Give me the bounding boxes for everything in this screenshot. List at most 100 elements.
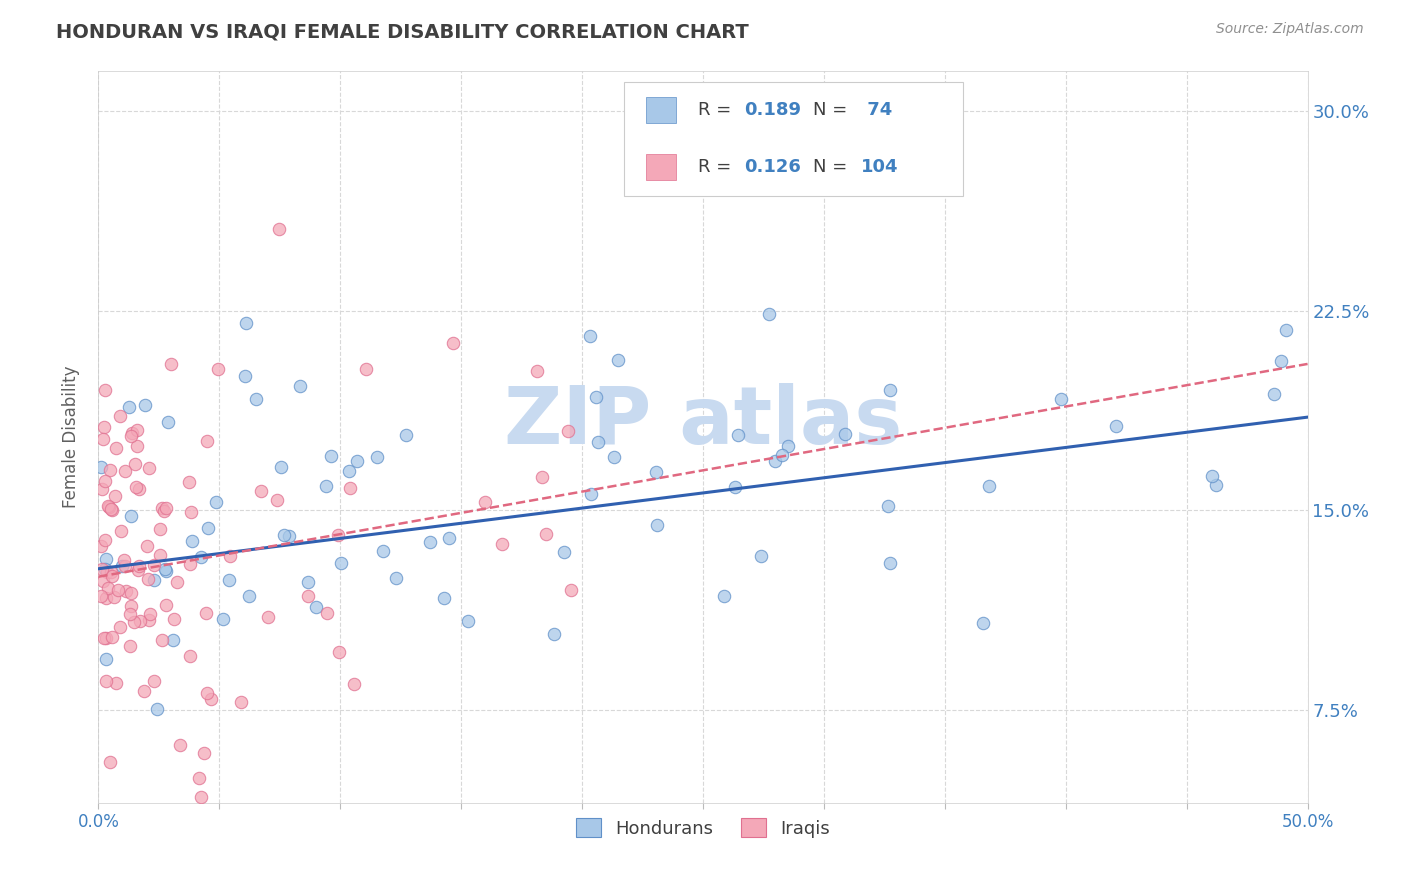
Point bbox=[834, 427, 856, 442]
Point bbox=[93, 420, 115, 434]
Point bbox=[297, 575, 319, 590]
Point bbox=[107, 582, 129, 597]
Point bbox=[150, 501, 173, 516]
Point bbox=[136, 572, 159, 586]
Point bbox=[169, 738, 191, 752]
Point bbox=[713, 589, 735, 603]
Point bbox=[879, 557, 901, 571]
Point bbox=[419, 534, 441, 549]
Point bbox=[297, 589, 319, 603]
Point bbox=[138, 613, 160, 627]
Point bbox=[315, 479, 337, 493]
Point bbox=[96, 566, 118, 580]
Point bbox=[586, 435, 609, 450]
Point bbox=[181, 533, 204, 548]
Point bbox=[645, 518, 668, 533]
Point bbox=[758, 307, 780, 321]
Point bbox=[193, 746, 215, 760]
Point bbox=[1105, 419, 1128, 434]
Y-axis label: Female Disability: Female Disability bbox=[62, 366, 80, 508]
Point bbox=[100, 755, 122, 769]
Point bbox=[190, 790, 212, 805]
Point bbox=[238, 590, 260, 604]
Point bbox=[534, 527, 557, 541]
Point bbox=[337, 465, 360, 479]
Point bbox=[235, 317, 257, 331]
Point bbox=[125, 480, 148, 494]
Point bbox=[207, 362, 229, 376]
Point bbox=[778, 439, 800, 453]
Point bbox=[100, 565, 122, 579]
Point bbox=[162, 632, 184, 647]
Point bbox=[90, 459, 112, 474]
Point bbox=[972, 616, 994, 631]
Text: 0.189: 0.189 bbox=[744, 101, 801, 119]
Point bbox=[1275, 323, 1298, 337]
Point bbox=[97, 581, 120, 595]
Point bbox=[269, 221, 291, 235]
Point bbox=[129, 615, 152, 629]
Point bbox=[128, 558, 150, 573]
Point bbox=[134, 398, 156, 412]
Point bbox=[195, 686, 218, 700]
Point bbox=[101, 631, 124, 645]
Point bbox=[97, 500, 120, 515]
Point bbox=[153, 503, 176, 517]
Point bbox=[91, 432, 114, 446]
Point bbox=[94, 673, 117, 688]
Point bbox=[94, 551, 117, 566]
Point bbox=[108, 409, 131, 424]
Point bbox=[104, 489, 127, 503]
Point bbox=[110, 524, 132, 538]
FancyBboxPatch shape bbox=[647, 154, 676, 179]
Point bbox=[104, 676, 127, 690]
Point bbox=[104, 441, 127, 455]
Point bbox=[94, 533, 117, 547]
Text: 0.126: 0.126 bbox=[744, 158, 801, 176]
Point bbox=[90, 539, 112, 553]
Point bbox=[149, 522, 172, 536]
Point bbox=[319, 449, 342, 463]
Point bbox=[579, 487, 602, 501]
Point bbox=[118, 639, 141, 653]
Point bbox=[763, 454, 786, 468]
Point bbox=[91, 574, 114, 588]
Point bbox=[1050, 392, 1073, 406]
Point bbox=[526, 364, 548, 378]
Point bbox=[385, 571, 408, 585]
Point bbox=[233, 368, 256, 383]
Point bbox=[143, 558, 166, 572]
Point bbox=[328, 644, 350, 658]
Point bbox=[433, 591, 456, 605]
Point bbox=[200, 691, 222, 706]
Point bbox=[100, 568, 122, 582]
Point bbox=[316, 606, 339, 620]
Point bbox=[159, 357, 181, 371]
Point bbox=[155, 501, 177, 516]
Point bbox=[395, 428, 418, 442]
Point bbox=[124, 615, 146, 629]
Point bbox=[103, 590, 125, 604]
Point bbox=[356, 361, 378, 376]
Text: ZIP atlas: ZIP atlas bbox=[503, 384, 903, 461]
Point bbox=[114, 559, 136, 574]
Point bbox=[115, 583, 138, 598]
Point bbox=[138, 461, 160, 475]
Point bbox=[94, 631, 117, 645]
Point bbox=[1270, 353, 1292, 368]
Point bbox=[90, 589, 112, 603]
Point bbox=[143, 573, 166, 587]
Point bbox=[560, 582, 582, 597]
Point bbox=[371, 543, 394, 558]
Point bbox=[97, 500, 120, 514]
Point bbox=[145, 702, 167, 716]
Point bbox=[557, 424, 579, 438]
Point bbox=[132, 683, 155, 698]
Point bbox=[749, 549, 772, 563]
Point bbox=[125, 439, 148, 453]
Point bbox=[121, 425, 143, 440]
Point bbox=[156, 415, 179, 429]
Point bbox=[155, 564, 177, 578]
Point bbox=[288, 378, 311, 392]
Point bbox=[273, 528, 295, 542]
